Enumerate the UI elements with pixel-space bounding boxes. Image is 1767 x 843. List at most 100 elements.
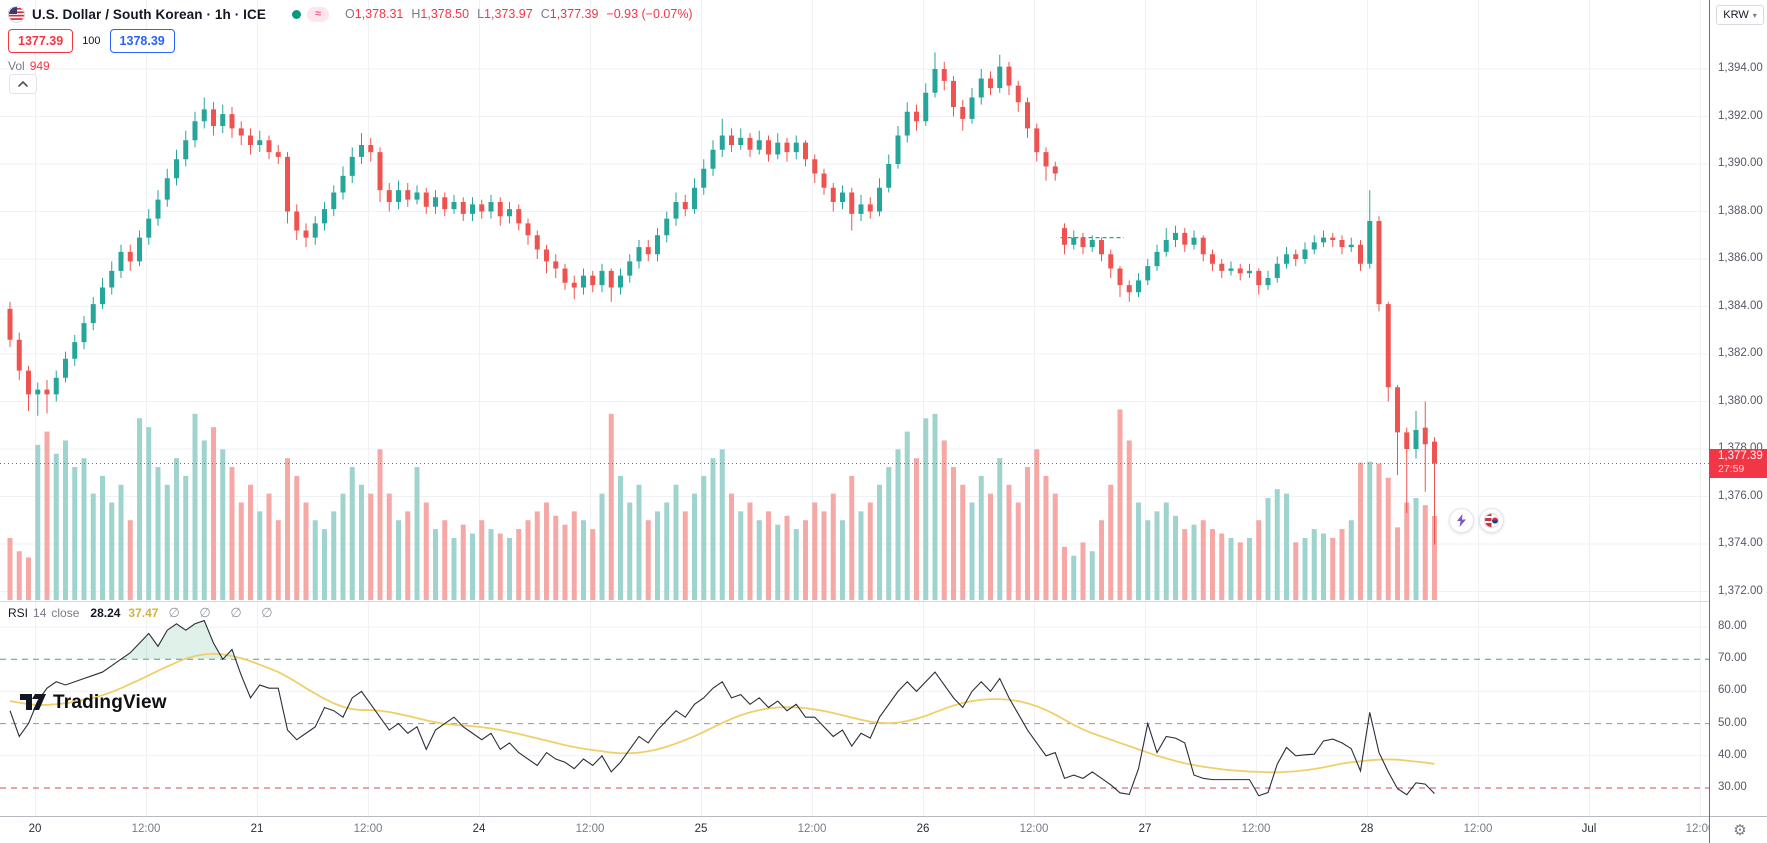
volume-bar — [516, 529, 522, 600]
change-value: −0.93 (−0.07%) — [606, 7, 693, 21]
instant-order-button[interactable] — [1449, 508, 1474, 533]
ohlc-pair: C1,377.39 — [540, 7, 599, 21]
volume-bar — [229, 467, 235, 600]
rsi-header-buttons[interactable]: ∅ ∅ ∅ ∅ — [168, 605, 281, 620]
candlestick — [756, 140, 762, 150]
volume-bar — [960, 484, 966, 600]
volume-bar — [1154, 511, 1160, 600]
rsi-length: 14 — [33, 606, 47, 620]
candlestick — [470, 204, 475, 214]
candlestick — [7, 308, 13, 340]
time-axis[interactable]: 20 12:00 21 12:00 24 12:00 25 12:00 26 12:00 27 12:… — [0, 817, 1709, 843]
sell-button[interactable]: 1377.39 — [8, 29, 74, 53]
volume-bar — [1404, 502, 1410, 600]
volume-bar — [1302, 537, 1308, 600]
pane-separator[interactable] — [0, 601, 1767, 602]
volume-bar — [433, 529, 438, 600]
volume-bar — [1358, 462, 1363, 600]
volume-bar — [1117, 409, 1123, 600]
price-axis[interactable]: KRW ▾ 1,394.00 1,392.00 1,390.00 1,388.00 1,… — [1710, 0, 1767, 816]
candlestick — [201, 109, 207, 122]
volume-bar — [479, 520, 485, 600]
candlestick — [840, 192, 845, 202]
candlestick — [1432, 441, 1437, 464]
volume-bar — [1025, 467, 1030, 600]
candlestick — [479, 204, 485, 212]
candlestick — [1256, 270, 1262, 286]
candlestick — [1006, 66, 1012, 86]
volume-bar — [1321, 533, 1326, 600]
axis-settings-button[interactable]: ⚙ — [1730, 820, 1750, 840]
last-price-badge: 1,377.39 27:59 — [1710, 449, 1767, 479]
candlestick — [729, 135, 734, 145]
collapse-pane-button[interactable] — [9, 74, 37, 94]
delayed-data-icon[interactable]: ≈ — [306, 6, 329, 22]
candlestick — [1293, 254, 1299, 259]
rsi-name: RSI — [8, 606, 29, 620]
volume-bar — [1293, 542, 1299, 600]
volume-bar — [396, 520, 401, 600]
candlestick — [1080, 237, 1086, 248]
volume-bar — [627, 502, 633, 600]
volume-bar — [525, 520, 531, 600]
time-axis-label: 25 — [694, 823, 708, 835]
candlestick — [1228, 268, 1234, 271]
volume-bar — [1247, 537, 1252, 600]
candlestick — [368, 145, 374, 153]
volume-bar — [534, 511, 540, 600]
candlestick — [1422, 427, 1428, 445]
currency-pair-flags-button[interactable] — [1479, 508, 1504, 533]
volume-bar — [710, 458, 716, 600]
volume-bar — [192, 413, 198, 600]
rsi-axis-label: 40.00 — [1718, 748, 1747, 761]
volume-bar — [1274, 489, 1280, 600]
volume-bar — [100, 475, 105, 600]
symbol-title[interactable]: U.S. Dollar / South Korean · 1h · ICE — [32, 6, 266, 22]
volume-bar — [322, 529, 327, 600]
volume-bar — [645, 520, 651, 600]
candlestick — [174, 159, 179, 179]
volume-bar — [571, 511, 577, 600]
candlestick — [183, 140, 189, 160]
candlestick — [904, 111, 910, 136]
volume-bar — [1422, 505, 1428, 600]
time-axis-label: 27 — [1138, 823, 1152, 835]
price-axis-label: 1,376.00 — [1718, 489, 1763, 502]
volume-bar — [941, 440, 947, 600]
volume-bar — [90, 493, 96, 600]
volume-bar — [914, 458, 919, 600]
volume-bar — [729, 493, 734, 600]
candlestick — [192, 121, 198, 141]
time-axis-label: 12:00 — [575, 823, 605, 835]
candlestick — [164, 178, 170, 200]
market-status-icon[interactable] — [291, 9, 301, 19]
volume-bar — [1145, 520, 1151, 600]
rsi-indicator-header[interactable]: RSI 14 close 28.24 37.47 ∅ ∅ ∅ ∅ — [8, 605, 281, 621]
rsi-axis-label: 80.00 — [1718, 620, 1747, 632]
candlestick — [821, 173, 827, 188]
candlestick — [544, 249, 549, 262]
volume-bar — [1089, 551, 1095, 600]
time-axis-label: 12:00 — [131, 823, 161, 835]
ohlc-pair: O1,378.31 — [344, 7, 404, 21]
tradingview-logo[interactable]: TradingView — [20, 692, 167, 714]
volume-bar — [470, 533, 475, 600]
time-axis-label: 28 — [1360, 823, 1374, 835]
tradingview-logo-text: TradingView — [53, 692, 167, 713]
candlestick — [100, 287, 105, 305]
candlestick — [1062, 228, 1067, 245]
currency-selector[interactable]: KRW ▾ — [1716, 5, 1764, 25]
candlestick — [1404, 432, 1410, 449]
candlestick — [1237, 268, 1243, 274]
time-axis-separator — [0, 816, 1767, 817]
volume-bar — [1237, 542, 1243, 600]
volume-bar — [377, 449, 383, 600]
volume-bar — [738, 511, 744, 600]
volume-bar — [867, 502, 873, 600]
volume-bar — [1071, 555, 1077, 600]
volume-bar — [359, 484, 364, 600]
candlestick — [155, 199, 161, 219]
volume-bar — [1108, 484, 1114, 600]
buy-button[interactable]: 1378.39 — [109, 29, 175, 53]
